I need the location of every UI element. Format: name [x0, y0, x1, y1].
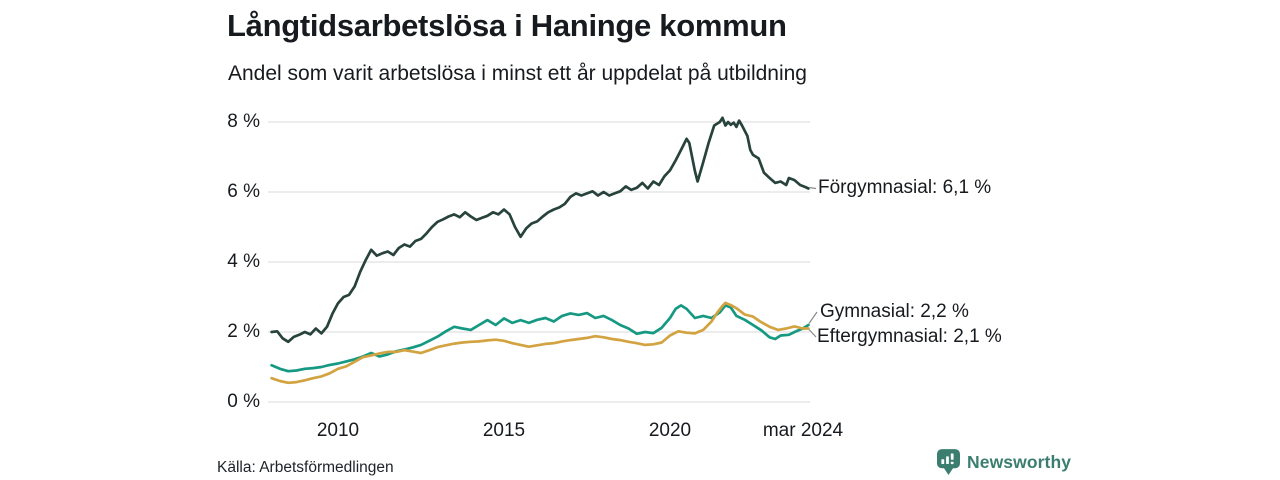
y-axis-tick-8: 8 %: [227, 111, 260, 132]
x-axis-tick-mar-2024: mar 2024: [762, 420, 844, 441]
y-axis-tick-6: 6 %: [227, 181, 260, 202]
newsworthy-pin-barchart-icon: [937, 449, 960, 475]
page-title: Långtidsarbetslösa i Haninge kommun: [227, 8, 787, 43]
series-line-gymnasial: [270, 304, 810, 373]
series-line-forgymnasial: [270, 116, 810, 344]
x-axis-tick-2020: 2020: [648, 420, 692, 441]
x-axis-tick-2015: 2015: [482, 420, 526, 441]
x-axis-tick-2010: 2010: [316, 420, 360, 441]
series-label-forgymnasial: Förgymnasial: 6,1 %: [818, 177, 992, 198]
y-axis-tick-4: 4 %: [227, 251, 260, 272]
source-note: Källa: Arbetsförmedlingen: [217, 459, 394, 476]
label-connector-forgymnasial: [808, 186, 817, 190]
series-line-eftergymnasial: [270, 301, 810, 385]
y-axis-tick-0: 0 %: [227, 391, 260, 412]
brand-logo: Newsworthy: [937, 449, 1071, 475]
chart-subtitle: Andel som varit arbetslösa i minst ett å…: [228, 62, 807, 85]
label-connector-eftergymnasial: [808, 329, 817, 338]
label-connector-gymnasial: [808, 311, 818, 324]
y-axis-tick-2: 2 %: [227, 321, 260, 342]
series-label-eftergymnasial: Eftergymnasial: 2,1 %: [817, 326, 1002, 347]
series-label-gymnasial: Gymnasial: 2,2 %: [820, 301, 969, 322]
brand-wordmark: Newsworthy: [967, 451, 1072, 472]
